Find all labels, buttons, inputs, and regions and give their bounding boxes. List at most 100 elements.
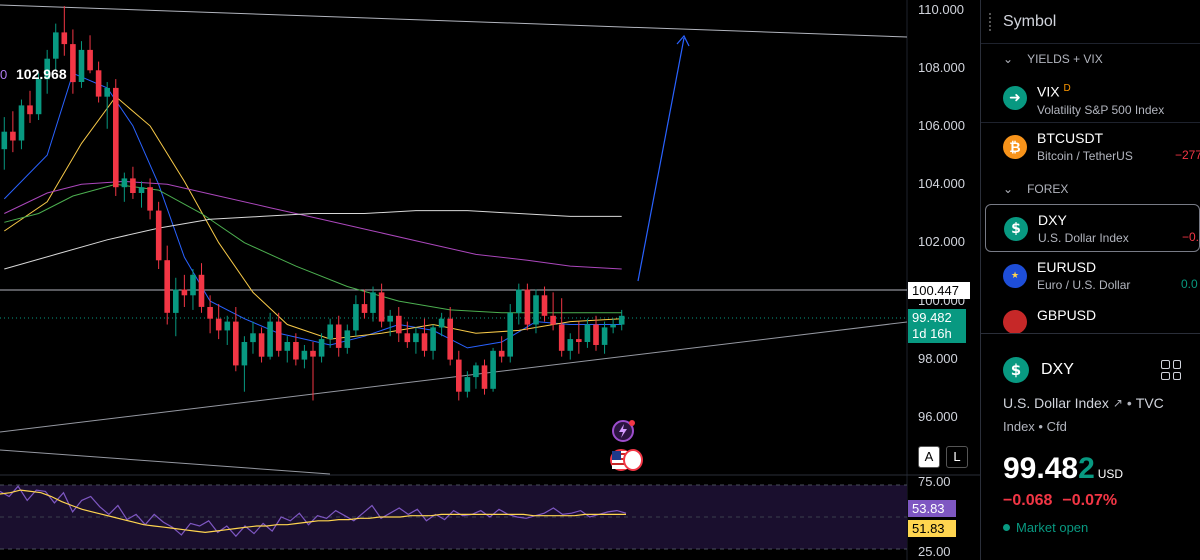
section-header-forex[interactable]: ⌄ FOREX	[981, 174, 1200, 204]
watchlist-column-title[interactable]: Symbol	[1003, 12, 1057, 30]
candle	[593, 315, 599, 351]
symbol-description: U.S. Dollar Index	[1038, 231, 1129, 245]
candle	[618, 309, 625, 331]
market-status-text: Market open	[1016, 519, 1089, 535]
candle-body	[284, 342, 291, 351]
candle-body	[147, 187, 153, 211]
candle-body	[558, 324, 565, 351]
moving-average-line	[4, 183, 622, 314]
dollar-logo-icon: $	[1004, 217, 1028, 241]
candle-body	[584, 324, 591, 342]
candle-body	[430, 327, 436, 351]
us-flag-event-icon[interactable]	[623, 449, 643, 471]
moving-average-line	[4, 180, 622, 270]
bar-countdown: 1d 16h	[912, 326, 952, 341]
candle-body	[576, 339, 582, 342]
candle	[541, 286, 548, 322]
candle	[130, 166, 136, 199]
rsi-pane[interactable]	[0, 474, 980, 550]
candle	[27, 90, 33, 123]
chevron-down-icon[interactable]: ⌄	[1003, 182, 1014, 196]
projection-arrow[interactable]	[637, 37, 685, 282]
candle-body	[53, 32, 59, 59]
log-scale-button[interactable]: L	[946, 446, 968, 468]
candle-body	[233, 321, 239, 366]
candle-body	[61, 32, 68, 45]
candle-body	[447, 318, 453, 360]
candlesticks	[1, 6, 625, 401]
candle-body	[361, 304, 368, 313]
chevron-down-icon[interactable]: ⌄	[1003, 52, 1014, 66]
candle-body	[498, 350, 505, 357]
candle	[524, 283, 531, 331]
auto-scale-button[interactable]: A	[918, 446, 940, 468]
chart-pane[interactable]: 110.000 108.000 106.000 104.000 102.000 …	[0, 0, 980, 560]
candle-body	[138, 187, 145, 193]
candle	[318, 333, 325, 363]
candle-body	[121, 178, 128, 188]
candle	[147, 178, 153, 220]
change-percent: −0.07%	[1062, 492, 1118, 509]
candle-body	[413, 333, 419, 343]
candle	[456, 350, 462, 401]
ticker: VIX	[1037, 83, 1060, 100]
drawings[interactable]	[0, 4, 908, 475]
candle-body	[567, 339, 574, 351]
upper-trendline[interactable]	[0, 4, 908, 38]
rsi-scale-label: 25.00	[918, 544, 951, 559]
watchlist-item-gbpusd[interactable]: GBPUSD	[981, 300, 1200, 334]
watchlist-item-dxy[interactable]: $ DXY U.S. Dollar Index −0.	[985, 204, 1200, 252]
candle-body	[164, 260, 170, 313]
candle	[267, 312, 273, 360]
candle-body	[173, 289, 179, 313]
details-symbol-name[interactable]: U.S. Dollar Index	[1003, 395, 1109, 411]
candle-body	[207, 307, 213, 319]
symbol-description: Bitcoin / TetherUS	[1037, 149, 1133, 163]
candle-body	[370, 292, 376, 313]
price-scale-label: 96.000	[918, 409, 958, 424]
projection-arrow-head	[676, 34, 690, 47]
candle-body	[44, 58, 50, 80]
watchlist-item-btcusdt[interactable]: ₿ BTCUSDT Bitcoin / TetherUS −277	[981, 122, 1200, 170]
external-link-icon[interactable]: ↗	[1112, 396, 1123, 410]
watchlist-item-vix[interactable]: ➜ VIX D Volatility S&P 500 Index	[981, 74, 1200, 122]
price-scale-label: 98.000	[918, 351, 958, 366]
candle-body	[215, 318, 222, 331]
layout-grid-icon[interactable]	[1161, 360, 1181, 380]
candle	[275, 312, 282, 357]
candle-body	[267, 321, 273, 357]
price-chart[interactable]	[0, 0, 980, 560]
candle	[335, 315, 342, 357]
watchlist-sidebar: Symbol ⌄ YIELDS + VIX ➜ VIX D Volatility…	[980, 0, 1200, 560]
candle	[198, 263, 205, 313]
candle-body	[293, 342, 299, 360]
candle-body	[1, 131, 8, 150]
dollar-logo-icon: $	[1003, 357, 1029, 383]
candle	[601, 321, 608, 354]
details-ticker[interactable]: DXY	[1041, 361, 1074, 378]
support-trendline[interactable]	[0, 321, 908, 433]
candle-body	[250, 333, 256, 343]
candle	[327, 318, 333, 348]
candle-body	[335, 324, 342, 348]
candle-body	[181, 289, 188, 296]
rsi-line	[0, 485, 627, 538]
drag-handle-icon[interactable]	[989, 12, 995, 31]
candle	[421, 318, 428, 357]
flash-event-icon[interactable]	[612, 420, 635, 442]
candle	[61, 6, 68, 56]
candle	[1, 117, 8, 170]
watchlist-item-eurusd[interactable]: ★ EURUSD Euro / U.S. Dollar 0.0	[981, 252, 1200, 300]
candle	[413, 327, 419, 354]
symbol-description: Euro / U.S. Dollar	[1037, 278, 1131, 292]
section-title: YIELDS + VIX	[1027, 52, 1103, 66]
section-header-yields-vix[interactable]: ⌄ YIELDS + VIX	[981, 44, 1200, 74]
candle-body	[10, 131, 16, 141]
candle-body	[95, 70, 102, 97]
candle	[224, 315, 231, 345]
watchlist-header[interactable]: Symbol	[981, 0, 1200, 44]
candle-body	[516, 289, 522, 313]
candle	[207, 295, 213, 334]
candle	[250, 321, 256, 354]
lower-trendline[interactable]	[0, 449, 331, 475]
